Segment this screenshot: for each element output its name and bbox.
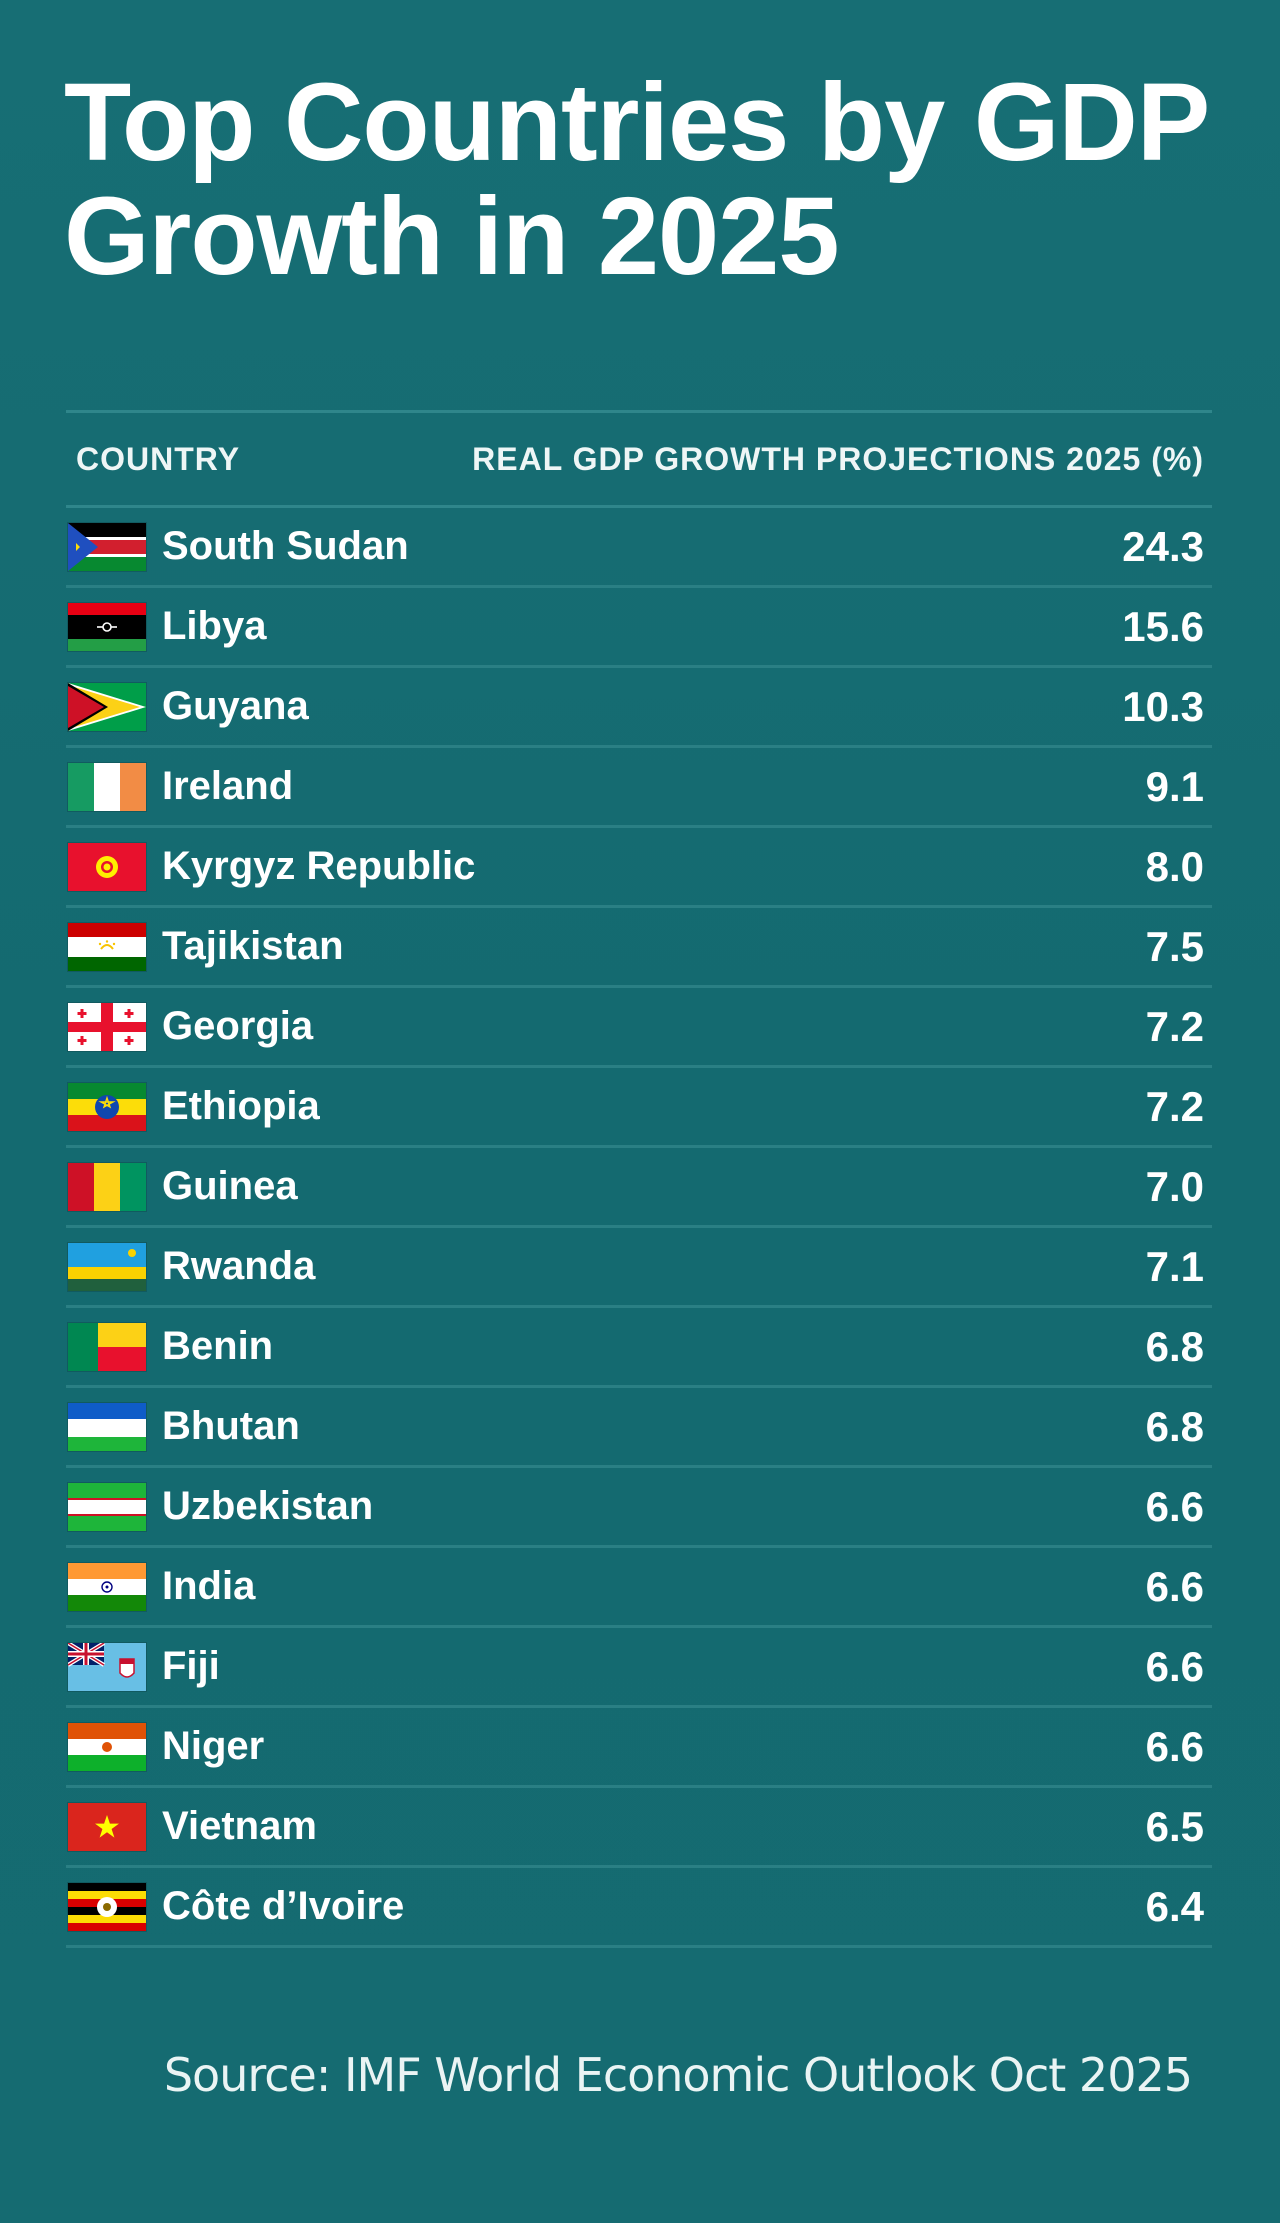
- growth-value: 6.6: [1145, 1562, 1204, 1610]
- vietnam-flag-icon: [68, 1802, 146, 1851]
- growth-value: 6.6: [1145, 1642, 1204, 1690]
- growth-value: 7.2: [1145, 1002, 1204, 1050]
- georgia-flag-icon: [68, 1002, 146, 1051]
- growth-value: 6.8: [1145, 1322, 1204, 1370]
- libya-flag-icon: [68, 602, 146, 651]
- table-row: Niger 6.6: [66, 1708, 1212, 1788]
- growth-value: 7.0: [1145, 1162, 1204, 1210]
- cote-divoire-flag-icon: [68, 1882, 146, 1931]
- table-row: Guinea 7.0: [66, 1148, 1212, 1228]
- country-name: Rwanda: [162, 1244, 316, 1288]
- rwanda-flag-icon: [68, 1242, 146, 1291]
- fiji-flag-icon: [68, 1642, 146, 1691]
- table-row: Bhutan 6.8: [66, 1388, 1212, 1468]
- growth-value: 24.3: [1122, 522, 1204, 570]
- growth-value: 7.5: [1145, 922, 1204, 970]
- country-name: Tajikistan: [162, 924, 344, 968]
- country-name: Guinea: [162, 1164, 298, 1208]
- growth-value: 6.5: [1145, 1802, 1204, 1850]
- ethiopia-flag-icon: [68, 1082, 146, 1131]
- guinea-flag-icon: [68, 1162, 146, 1211]
- country-name: India: [162, 1564, 256, 1608]
- growth-value: 8.0: [1145, 842, 1204, 890]
- growth-value: 10.3: [1122, 682, 1204, 730]
- table-row: Kyrgyz Republic 8.0: [66, 828, 1212, 908]
- table-row: Georgia 7.2: [66, 988, 1212, 1068]
- benin-flag-icon: [68, 1322, 146, 1371]
- table-row: Rwanda 7.1: [66, 1228, 1212, 1308]
- gdp-growth-table: COUNTRY REAL GDP GROWTH PROJECTIONS 2025…: [66, 410, 1212, 1948]
- table-row: South Sudan 24.3: [66, 508, 1212, 588]
- south-sudan-flag-icon: [68, 522, 146, 571]
- growth-value: 6.6: [1145, 1722, 1204, 1770]
- table-row: Fiji 6.6: [66, 1628, 1212, 1708]
- country-name: Kyrgyz Republic: [162, 844, 476, 888]
- country-name: Niger: [162, 1724, 265, 1768]
- uzbekistan-flag-icon: [68, 1482, 146, 1531]
- column-header-country: COUNTRY: [76, 440, 241, 477]
- table-row: Ireland 9.1: [66, 748, 1212, 828]
- country-name: Guyana: [162, 684, 309, 728]
- column-header-growth: REAL GDP GROWTH PROJECTIONS 2025 (%): [472, 440, 1204, 477]
- table-row: Tajikistan 7.5: [66, 908, 1212, 988]
- table-row: Côte d’Ivoire 6.4: [66, 1868, 1212, 1948]
- tajikistan-flag-icon: [68, 922, 146, 971]
- bhutan-flag-icon: [68, 1402, 146, 1451]
- table-row: Uzbekistan 6.6: [66, 1468, 1212, 1548]
- guyana-flag-icon: [68, 682, 146, 731]
- growth-value: 6.6: [1145, 1482, 1204, 1530]
- table-row: Vietnam 6.5: [66, 1788, 1212, 1868]
- country-name: Vietnam: [162, 1804, 317, 1848]
- country-name: Côte d’Ivoire: [162, 1884, 405, 1928]
- table-row: Ethiopia 7.2: [66, 1068, 1212, 1148]
- india-flag-icon: [68, 1562, 146, 1611]
- growth-value: 9.1: [1145, 762, 1204, 810]
- growth-value: 7.1: [1145, 1242, 1204, 1290]
- niger-flag-icon: [68, 1722, 146, 1771]
- table-row: Libya 15.6: [66, 588, 1212, 668]
- ireland-flag-icon: [68, 762, 146, 811]
- growth-value: 6.4: [1145, 1882, 1204, 1930]
- country-name: Georgia: [162, 1004, 314, 1048]
- table-row: Benin 6.8: [66, 1308, 1212, 1388]
- country-name: Bhutan: [162, 1404, 300, 1448]
- source-note: Source: IMF World Economic Outlook Oct 2…: [163, 2048, 1193, 2102]
- table-body: South Sudan 24.3 Libya 15.6 Guyana 10.3 Irelan…: [66, 508, 1212, 1948]
- growth-value: 6.8: [1145, 1402, 1204, 1450]
- table-header: COUNTRY REAL GDP GROWTH PROJECTIONS 2025…: [66, 413, 1212, 508]
- kyrgyz-flag-icon: [68, 842, 146, 891]
- country-name: Libya: [162, 604, 267, 648]
- growth-value: 15.6: [1122, 602, 1204, 650]
- table-row: Guyana 10.3: [66, 668, 1212, 748]
- country-name: Benin: [162, 1324, 274, 1368]
- country-name: Uzbekistan: [162, 1484, 374, 1528]
- country-name: Fiji: [162, 1644, 220, 1688]
- country-name: Ethiopia: [162, 1084, 320, 1128]
- page-title: Top Countries by GDP Growth in 2025: [64, 61, 1208, 298]
- growth-value: 7.2: [1145, 1082, 1204, 1130]
- table-row: India 6.6: [66, 1548, 1212, 1628]
- country-name: South Sudan: [162, 524, 409, 568]
- country-name: Ireland: [162, 764, 294, 808]
